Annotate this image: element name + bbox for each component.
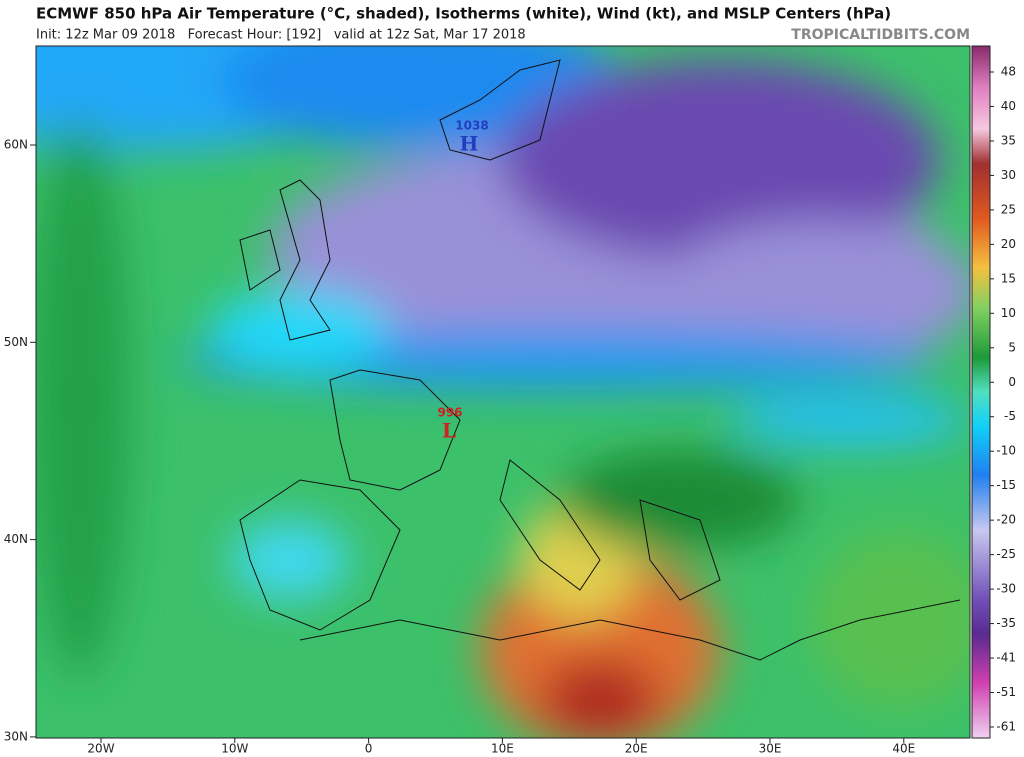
colorbar-label: -51 bbox=[996, 685, 1016, 699]
center-pressure: 996 bbox=[437, 406, 462, 420]
colorbar-label: 10 bbox=[1001, 306, 1016, 320]
lon-label: 10E bbox=[491, 742, 514, 756]
colorbar-label: 15 bbox=[1001, 271, 1016, 285]
colorbar-label: 5 bbox=[1008, 340, 1016, 354]
lon-label: 40E bbox=[892, 742, 915, 756]
center-symbol: H bbox=[460, 132, 479, 156]
colorbar-label: -35 bbox=[996, 616, 1016, 630]
subtitle: Init: 12z Mar 09 2018 Forecast Hour: [19… bbox=[36, 28, 526, 43]
colorbar-label: -30 bbox=[996, 582, 1016, 596]
lon-label: 20E bbox=[625, 742, 648, 756]
colorbar-label: -20 bbox=[996, 513, 1016, 527]
colorbar-label: -5 bbox=[1004, 409, 1016, 423]
colorbar-label: -25 bbox=[996, 547, 1016, 561]
colorbar-label: 48 bbox=[1001, 65, 1016, 79]
lat-label: 50N bbox=[4, 335, 28, 349]
colorbar-label: -41 bbox=[996, 651, 1016, 665]
lat-label: 60N bbox=[4, 138, 28, 152]
colorbar-label: -10 bbox=[996, 444, 1016, 458]
colorbar-label: 35 bbox=[1001, 133, 1016, 147]
colorbar-label: 20 bbox=[1001, 237, 1016, 251]
lon-label: 20W bbox=[87, 742, 114, 756]
temperature-field bbox=[36, 46, 970, 738]
lon-label: 30E bbox=[759, 742, 782, 756]
colorbar-label: 40 bbox=[1001, 99, 1016, 113]
pressure-center: 996 L bbox=[437, 406, 462, 443]
coastlines bbox=[239, 59, 961, 661]
center-symbol: L bbox=[442, 419, 456, 443]
title: ECMWF 850 hPa Air Temperature (°C, shade… bbox=[36, 5, 891, 23]
center-pressure: 1038 bbox=[455, 119, 488, 133]
brand: TROPICALTIDBITS.COM bbox=[791, 27, 970, 43]
colorbar-label: -61 bbox=[996, 720, 1016, 734]
lon-label: 10W bbox=[221, 742, 248, 756]
colorbar-label: -15 bbox=[996, 478, 1016, 492]
pressure-center: 1038 H bbox=[455, 119, 488, 156]
colorbar bbox=[971, 45, 991, 739]
colorbar-label: 30 bbox=[1001, 168, 1016, 182]
colorbar-label: 25 bbox=[1001, 202, 1016, 216]
lat-label: 30N bbox=[4, 729, 28, 743]
colorbar-label: 0 bbox=[1008, 375, 1016, 389]
lon-label: 0 bbox=[365, 742, 373, 756]
lat-label: 40N bbox=[4, 532, 28, 546]
map-frame bbox=[35, 45, 971, 739]
